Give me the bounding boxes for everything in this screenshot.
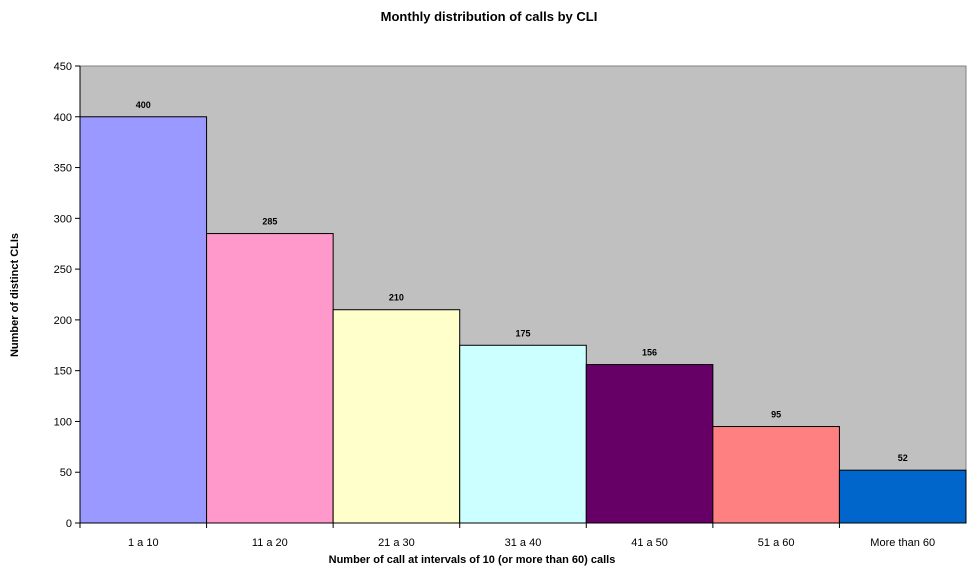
y-tick-label: 400 <box>54 112 72 124</box>
y-tick-label: 450 <box>54 61 72 73</box>
chart-title: Monthly distribution of calls by CLI <box>381 9 598 24</box>
x-tick-label: 21 a 30 <box>378 537 415 549</box>
y-tick-label: 300 <box>54 213 72 225</box>
y-tick-label: 350 <box>54 163 72 175</box>
bar <box>712 426 840 524</box>
x-tick-label: 1 a 10 <box>128 537 159 549</box>
bar-value-label: 52 <box>898 453 908 463</box>
bar <box>206 233 334 524</box>
bar <box>585 364 714 524</box>
bar-value-label: 95 <box>771 410 781 420</box>
bar-value-label: 285 <box>262 217 277 227</box>
x-tick-label: 51 a 60 <box>758 537 795 549</box>
x-tick-label: 41 a 50 <box>631 537 668 549</box>
x-tick-label: 31 a 40 <box>505 537 542 549</box>
bar-value-label: 156 <box>642 348 657 358</box>
x-axis-label: Number of call at intervals of 10 (or mo… <box>329 554 616 566</box>
bar-value-label: 400 <box>136 100 151 110</box>
x-tick-label: More than 60 <box>870 537 935 549</box>
y-tick-label: 200 <box>54 315 72 327</box>
bar <box>838 469 967 524</box>
bar-value-label: 210 <box>389 293 404 303</box>
y-axis-label: Number of distinct CLIs <box>9 233 21 357</box>
bar <box>332 309 461 524</box>
y-tick-label: 0 <box>66 518 72 530</box>
x-axis: 1 a 10 11 a 20 21 a 30 31 a 40 41 a 50 51 a 6… <box>79 522 966 549</box>
bar <box>459 344 587 524</box>
x-tick-label: 11 a 20 <box>252 537 288 549</box>
y-axis: 0 50 100 150 200 250 300 350 400 450 <box>54 61 81 530</box>
bar <box>79 116 208 524</box>
bars: 400 285 210 175 156 95 52 <box>79 100 967 524</box>
bar-value-label: 175 <box>515 328 530 338</box>
y-tick-label: 100 <box>54 416 72 428</box>
y-tick-label: 250 <box>54 264 72 276</box>
y-tick-label: 50 <box>60 467 72 479</box>
y-tick-label: 150 <box>54 366 72 378</box>
